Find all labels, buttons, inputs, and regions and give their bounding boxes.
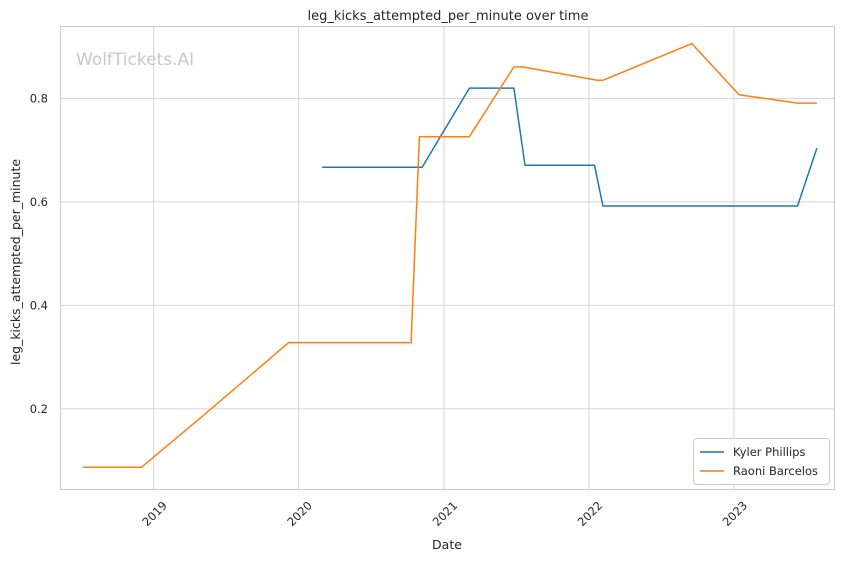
chart-title: leg_kicks_attempted_per_minute over time [308, 9, 589, 24]
x-tick-label: 2023 [720, 498, 751, 529]
legend: Kyler Phillips Raoni Barcelos [693, 438, 830, 485]
x-tick-label: 2019 [139, 498, 170, 529]
series-line-kyler-phillips [322, 87, 818, 207]
y-tick-label: 0.4 [30, 298, 48, 312]
plot-frame [60, 26, 835, 490]
watermark-text: WolfTickets.AI [76, 50, 194, 70]
x-axis-label: Date [432, 537, 462, 552]
series-lines [83, 42, 818, 469]
x-tick-label: 2021 [430, 498, 461, 529]
y-axis-label: leg_kicks_attempted_per_minute [8, 159, 23, 365]
series-line-raoni-barcelos [83, 42, 817, 469]
x-tick-label: 2022 [575, 498, 606, 529]
x-axis-ticks: 2019 2020 2021 2022 2023 [139, 498, 750, 529]
y-tick-label: 0.2 [30, 402, 48, 416]
grid-lines [60, 26, 834, 489]
x-tick-label: 2020 [284, 498, 315, 529]
legend-label-raoni-barcelos: Raoni Barcelos [733, 464, 818, 478]
legend-box [693, 438, 830, 485]
y-tick-label: 0.8 [30, 91, 48, 105]
legend-label-kyler-phillips: Kyler Phillips [733, 445, 805, 459]
y-axis-ticks: 0.2 0.4 0.6 0.8 [30, 91, 48, 415]
y-tick-label: 0.6 [30, 195, 48, 209]
